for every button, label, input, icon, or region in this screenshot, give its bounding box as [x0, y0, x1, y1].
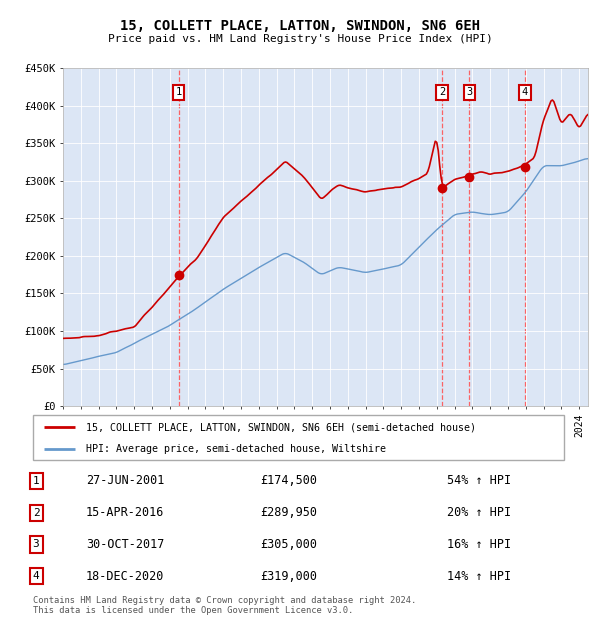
Text: 20% ↑ HPI: 20% ↑ HPI [446, 506, 511, 519]
Text: 4: 4 [522, 87, 528, 97]
Text: £305,000: £305,000 [260, 538, 317, 551]
FancyBboxPatch shape [33, 415, 564, 460]
Text: 15-APR-2016: 15-APR-2016 [86, 506, 164, 519]
Text: 15, COLLETT PLACE, LATTON, SWINDON, SN6 6EH: 15, COLLETT PLACE, LATTON, SWINDON, SN6 … [120, 19, 480, 33]
Text: 15, COLLETT PLACE, LATTON, SWINDON, SN6 6EH (semi-detached house): 15, COLLETT PLACE, LATTON, SWINDON, SN6 … [86, 422, 476, 433]
Text: 18-DEC-2020: 18-DEC-2020 [86, 570, 164, 583]
Text: 16% ↑ HPI: 16% ↑ HPI [446, 538, 511, 551]
Text: £174,500: £174,500 [260, 474, 317, 487]
Text: 3: 3 [32, 539, 40, 549]
Text: £319,000: £319,000 [260, 570, 317, 583]
Text: 14% ↑ HPI: 14% ↑ HPI [446, 570, 511, 583]
Text: 54% ↑ HPI: 54% ↑ HPI [446, 474, 511, 487]
Text: 1: 1 [175, 87, 182, 97]
Text: Contains HM Land Registry data © Crown copyright and database right 2024.
This d: Contains HM Land Registry data © Crown c… [33, 596, 416, 615]
Text: 1: 1 [32, 476, 40, 486]
Text: Price paid vs. HM Land Registry's House Price Index (HPI): Price paid vs. HM Land Registry's House … [107, 34, 493, 44]
Text: £289,950: £289,950 [260, 506, 317, 519]
Text: 30-OCT-2017: 30-OCT-2017 [86, 538, 164, 551]
Text: 4: 4 [32, 571, 40, 581]
Text: 2: 2 [32, 508, 40, 518]
Text: 3: 3 [466, 87, 472, 97]
Text: HPI: Average price, semi-detached house, Wiltshire: HPI: Average price, semi-detached house,… [86, 444, 386, 454]
Text: 27-JUN-2001: 27-JUN-2001 [86, 474, 164, 487]
Text: 2: 2 [439, 87, 445, 97]
